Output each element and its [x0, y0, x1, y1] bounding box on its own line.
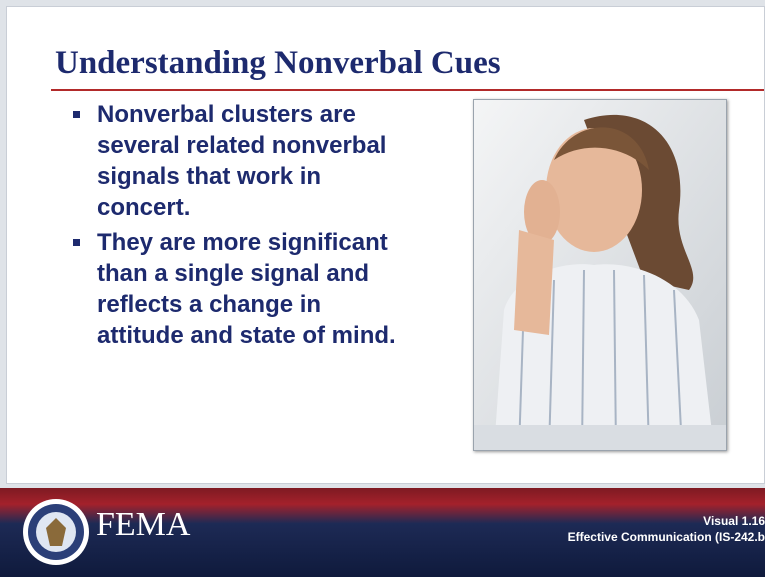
slide-title: Understanding Nonverbal Cues [55, 45, 501, 82]
title-rule [51, 89, 764, 91]
course-name: Effective Communication (IS-242.b [568, 530, 765, 544]
slide: Understanding Nonverbal Cues Nonverbal c… [6, 6, 765, 484]
bullet: They are more significant than a single … [69, 227, 399, 351]
page: Understanding Nonverbal Cues Nonverbal c… [0, 0, 765, 577]
bullet: Nonverbal clusters are several related n… [69, 99, 399, 223]
footer: FEMA Visual 1.16 Effective Communication… [0, 488, 765, 577]
bullet-list: Nonverbal clusters are several related n… [69, 99, 399, 355]
photo [473, 99, 727, 451]
footer-brand: FEMA [96, 506, 190, 544]
visual-number: Visual 1.16 [703, 514, 765, 528]
seal [16, 492, 96, 572]
